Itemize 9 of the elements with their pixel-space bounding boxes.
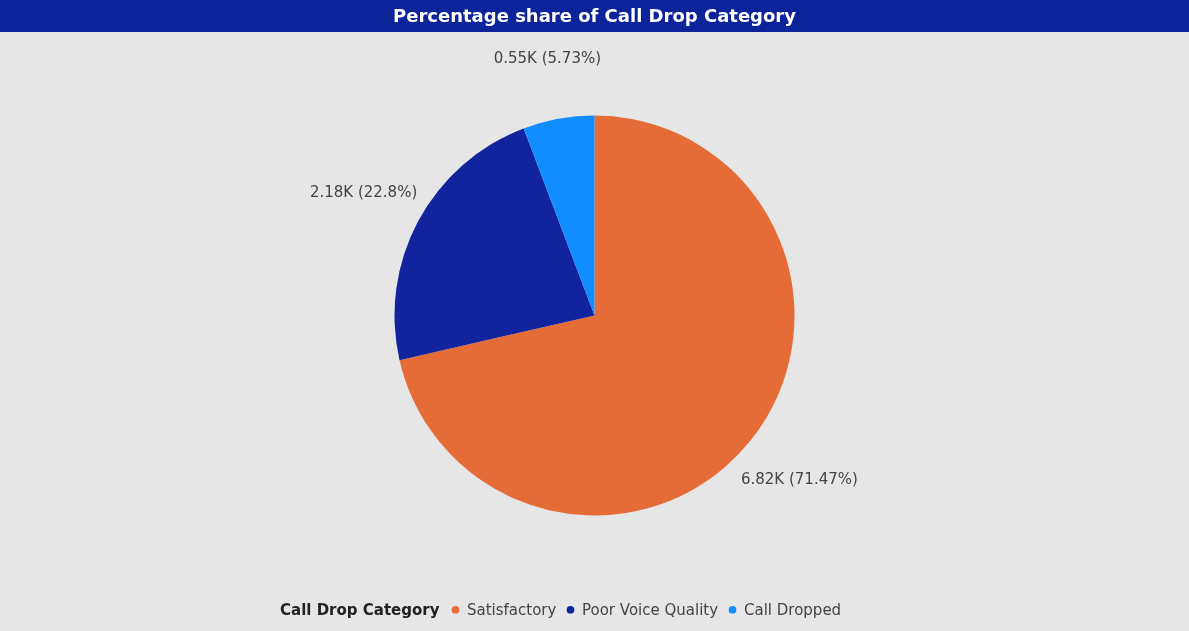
pie-slice	[523, 115, 595, 316]
legend-label: Satisfactory	[467, 600, 557, 619]
legend-title: Call Drop Category	[280, 601, 440, 619]
data-label: 2.18K (22.8%)	[309, 182, 418, 201]
legend-label: Poor Voice Quality	[582, 600, 719, 619]
legend-label: Call Dropped	[744, 600, 842, 619]
data-label: 0.55K (5.73%)	[493, 48, 602, 67]
data-label: 6.82K (71.47%)	[740, 469, 858, 488]
chart-title: Percentage share of Call Drop Category	[393, 5, 797, 26]
